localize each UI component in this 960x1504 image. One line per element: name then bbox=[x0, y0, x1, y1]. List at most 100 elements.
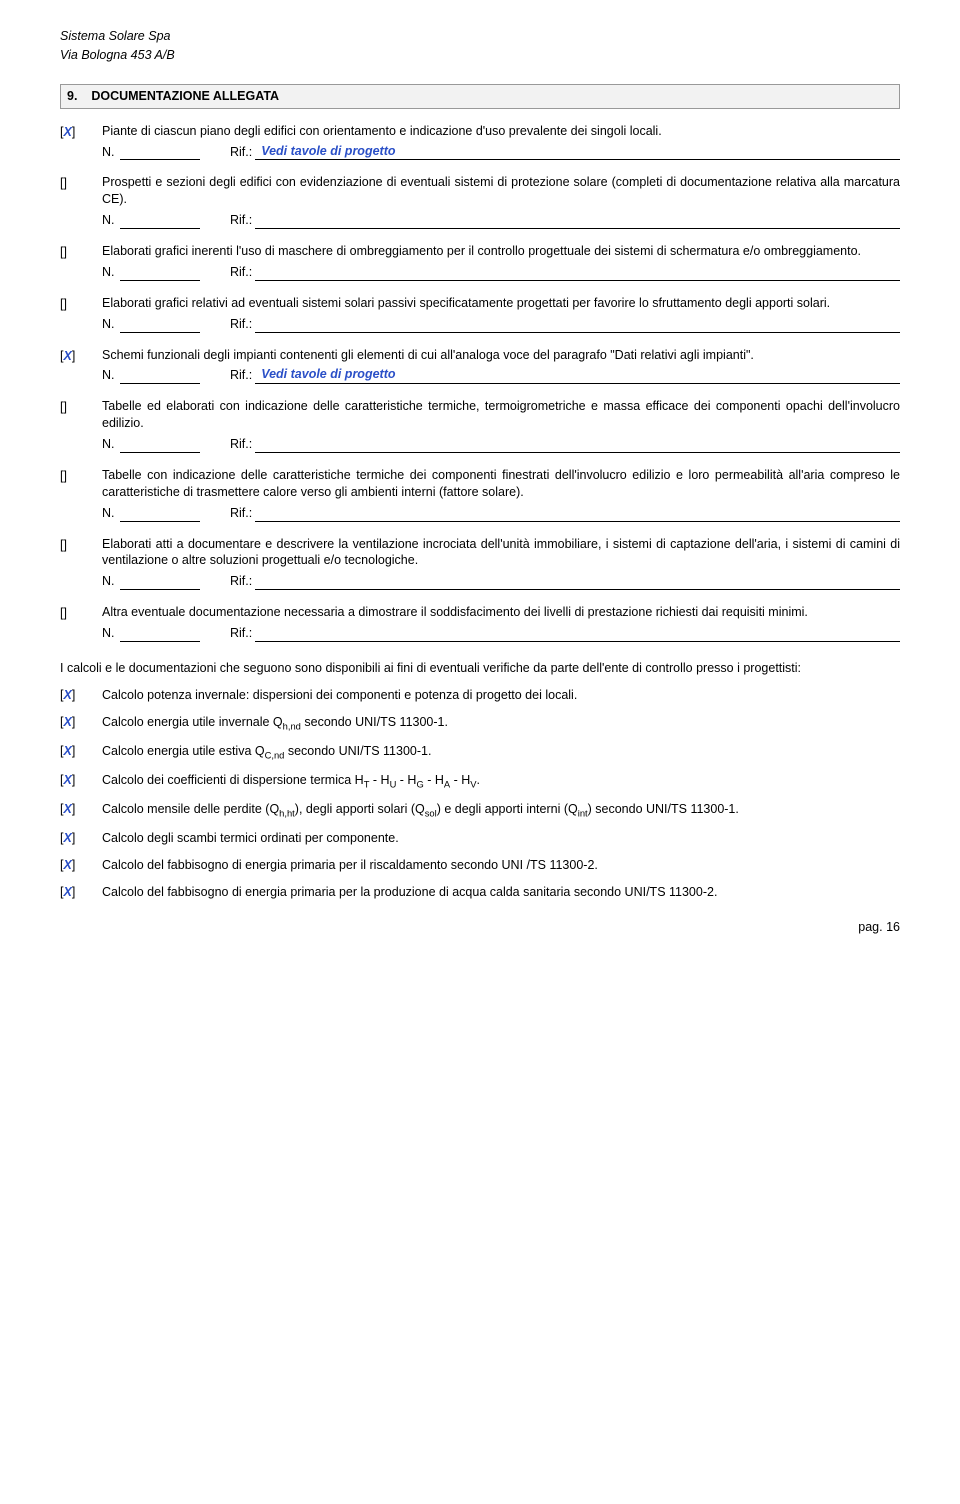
rif-label: Rif.: bbox=[230, 264, 252, 281]
rif-value bbox=[255, 624, 900, 642]
rif-label: Rif.: bbox=[230, 316, 252, 333]
item-marker: [X] bbox=[60, 123, 102, 141]
rif-value: Vedi tavole di progetto bbox=[255, 366, 900, 384]
n-blank bbox=[120, 452, 200, 453]
rif-value: Vedi tavole di progetto bbox=[255, 143, 900, 161]
item-marker: [X] bbox=[60, 347, 102, 365]
n-rif-row: N. Rif.: bbox=[102, 315, 900, 333]
doc-item: [X]Piante di ciascun piano degli edifici… bbox=[60, 123, 900, 161]
n-blank bbox=[120, 159, 200, 160]
item-marker: [] bbox=[60, 174, 102, 192]
item-marker: [] bbox=[60, 604, 102, 622]
check-text: Calcolo del fabbisogno di energia primar… bbox=[102, 884, 900, 901]
n-blank bbox=[120, 641, 200, 642]
item-text: Tabelle con indicazione delle caratteris… bbox=[102, 467, 900, 501]
rif-label: Rif.: bbox=[230, 367, 252, 384]
n-rif-row: N. Rif.:Vedi tavole di progetto bbox=[102, 366, 900, 384]
rif-value bbox=[255, 263, 900, 281]
rif-label: Rif.: bbox=[230, 436, 252, 453]
item-text: Piante di ciascun piano degli edifici co… bbox=[102, 123, 900, 140]
n-rif-row: N. Rif.: bbox=[102, 572, 900, 590]
n-rif-row: N. Rif.: bbox=[102, 435, 900, 453]
check-text: Calcolo energia utile invernale Qh,nd se… bbox=[102, 714, 900, 733]
check-text: Calcolo mensile delle perdite (Qh,ht), d… bbox=[102, 801, 900, 820]
check-text: Calcolo degli scambi termici ordinati pe… bbox=[102, 830, 900, 847]
check-row: [X]Calcolo del fabbisogno di energia pri… bbox=[60, 857, 900, 874]
rif-label: Rif.: bbox=[230, 625, 252, 642]
n-label: N. bbox=[102, 436, 118, 453]
check-text: Calcolo potenza invernale: dispersioni d… bbox=[102, 687, 900, 704]
company-address: Via Bologna 453 A/B bbox=[60, 47, 900, 64]
item-description: Elaborati grafici relativi ad eventuali … bbox=[102, 295, 900, 333]
check-marker: [X] bbox=[60, 801, 102, 818]
check-marker: [X] bbox=[60, 714, 102, 731]
n-rif-row: N. Rif.: bbox=[102, 504, 900, 522]
intro-paragraph: I calcoli e le documentazioni che seguon… bbox=[60, 660, 900, 677]
item-text: Elaborati grafici inerenti l'uso di masc… bbox=[102, 243, 900, 260]
check-marker: [X] bbox=[60, 772, 102, 789]
item-marker: [] bbox=[60, 398, 102, 416]
check-marker: [X] bbox=[60, 884, 102, 901]
n-rif-row: N. Rif.:Vedi tavole di progetto bbox=[102, 143, 900, 161]
n-label: N. bbox=[102, 264, 118, 281]
rif-value bbox=[255, 504, 900, 522]
check-row: [X]Calcolo del fabbisogno di energia pri… bbox=[60, 884, 900, 901]
item-description: Prospetti e sezioni degli edifici con ev… bbox=[102, 174, 900, 229]
item-description: Elaborati grafici inerenti l'uso di masc… bbox=[102, 243, 900, 281]
check-row: [X]Calcolo degli scambi termici ordinati… bbox=[60, 830, 900, 847]
item-text: Elaborati atti a documentare e descriver… bbox=[102, 536, 900, 570]
n-label: N. bbox=[102, 367, 118, 384]
check-row: [X]Calcolo potenza invernale: dispersion… bbox=[60, 687, 900, 704]
n-blank bbox=[120, 280, 200, 281]
check-row: [X]Calcolo energia utile invernale Qh,nd… bbox=[60, 714, 900, 733]
n-blank bbox=[120, 228, 200, 229]
doc-item: []Tabelle con indicazione delle caratter… bbox=[60, 467, 900, 522]
doc-item: []Elaborati grafici inerenti l'uso di ma… bbox=[60, 243, 900, 281]
rif-value bbox=[255, 211, 900, 229]
n-label: N. bbox=[102, 573, 118, 590]
check-row: [X]Calcolo energia utile estiva QC,nd se… bbox=[60, 743, 900, 762]
item-marker: [] bbox=[60, 536, 102, 554]
n-label: N. bbox=[102, 316, 118, 333]
check-marker: [X] bbox=[60, 687, 102, 704]
item-marker: [] bbox=[60, 243, 102, 261]
rif-value bbox=[255, 435, 900, 453]
item-marker: [] bbox=[60, 467, 102, 485]
doc-item: []Altra eventuale documentazione necessa… bbox=[60, 604, 900, 642]
check-marker: [X] bbox=[60, 857, 102, 874]
n-blank bbox=[120, 332, 200, 333]
check-marker: [X] bbox=[60, 830, 102, 847]
item-text: Elaborati grafici relativi ad eventuali … bbox=[102, 295, 900, 312]
item-text: Tabelle ed elaborati con indicazione del… bbox=[102, 398, 900, 432]
page-footer: pag. 16 bbox=[60, 919, 900, 936]
n-blank bbox=[120, 589, 200, 590]
rif-label: Rif.: bbox=[230, 212, 252, 229]
check-row: [X]Calcolo mensile delle perdite (Qh,ht)… bbox=[60, 801, 900, 820]
item-text: Schemi funzionali degli impianti contene… bbox=[102, 347, 900, 364]
company-name: Sistema Solare Spa bbox=[60, 28, 900, 45]
section-number: 9. bbox=[67, 89, 77, 103]
section-title: DOCUMENTAZIONE ALLEGATA bbox=[91, 89, 279, 103]
check-marker: [X] bbox=[60, 743, 102, 760]
rif-value bbox=[255, 315, 900, 333]
n-blank bbox=[120, 383, 200, 384]
doc-item: []Tabelle ed elaborati con indicazione d… bbox=[60, 398, 900, 453]
item-marker: [] bbox=[60, 295, 102, 313]
rif-label: Rif.: bbox=[230, 144, 252, 161]
item-text: Altra eventuale documentazione necessari… bbox=[102, 604, 900, 621]
section-heading: 9. DOCUMENTAZIONE ALLEGATA bbox=[60, 84, 900, 109]
check-text: Calcolo dei coefficienti di dispersione … bbox=[102, 772, 900, 791]
check-row: [X]Calcolo dei coefficienti di dispersio… bbox=[60, 772, 900, 791]
doc-item: []Elaborati grafici relativi ad eventual… bbox=[60, 295, 900, 333]
check-text: Calcolo del fabbisogno di energia primar… bbox=[102, 857, 900, 874]
n-rif-row: N. Rif.: bbox=[102, 211, 900, 229]
item-description: Schemi funzionali degli impianti contene… bbox=[102, 347, 900, 385]
rif-label: Rif.: bbox=[230, 505, 252, 522]
item-description: Piante di ciascun piano degli edifici co… bbox=[102, 123, 900, 161]
item-description: Altra eventuale documentazione necessari… bbox=[102, 604, 900, 642]
n-label: N. bbox=[102, 212, 118, 229]
n-label: N. bbox=[102, 144, 118, 161]
item-description: Elaborati atti a documentare e descriver… bbox=[102, 536, 900, 591]
doc-item: []Prospetti e sezioni degli edifici con … bbox=[60, 174, 900, 229]
doc-item: []Elaborati atti a documentare e descriv… bbox=[60, 536, 900, 591]
